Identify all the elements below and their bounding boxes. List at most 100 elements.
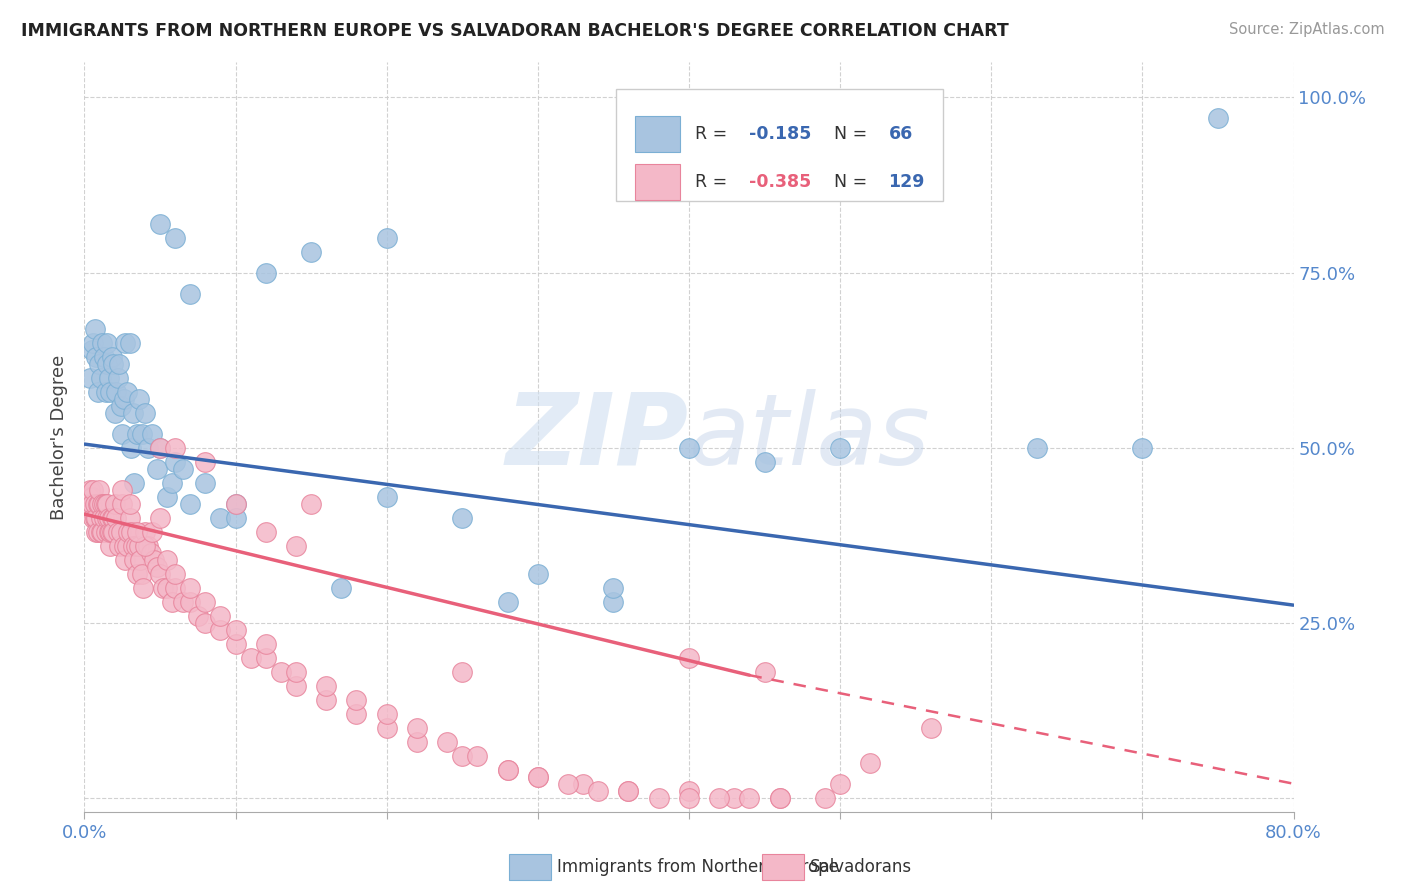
Point bbox=[588, 783, 610, 797]
Point bbox=[110, 399, 132, 413]
Point bbox=[209, 623, 232, 637]
Point bbox=[225, 497, 247, 511]
Point bbox=[118, 335, 141, 350]
Point bbox=[738, 790, 761, 805]
Point bbox=[165, 441, 187, 455]
Point bbox=[172, 594, 194, 608]
Point bbox=[125, 539, 148, 553]
Point bbox=[315, 692, 337, 706]
Point bbox=[165, 230, 187, 244]
Point bbox=[239, 650, 262, 665]
Point bbox=[84, 510, 107, 524]
Point bbox=[149, 441, 172, 455]
Point bbox=[179, 594, 201, 608]
Point bbox=[754, 454, 776, 468]
Point bbox=[156, 581, 179, 595]
Bar bbox=[634, 163, 681, 200]
Point bbox=[121, 539, 143, 553]
Point bbox=[114, 335, 136, 350]
Point bbox=[93, 510, 115, 524]
Point bbox=[346, 706, 368, 721]
Point bbox=[299, 497, 322, 511]
Point bbox=[94, 524, 117, 539]
Point bbox=[94, 384, 117, 399]
Point bbox=[122, 475, 145, 490]
Point bbox=[678, 783, 700, 797]
Point bbox=[572, 777, 595, 791]
Point bbox=[678, 650, 700, 665]
Text: ZIP: ZIP bbox=[506, 389, 689, 485]
Point bbox=[436, 734, 458, 748]
Point bbox=[120, 441, 142, 455]
Point bbox=[87, 524, 110, 539]
Point bbox=[1025, 441, 1047, 455]
Point bbox=[346, 692, 368, 706]
Text: -0.185: -0.185 bbox=[749, 126, 811, 144]
Point bbox=[299, 244, 322, 259]
Point bbox=[132, 581, 155, 595]
Point bbox=[330, 581, 353, 595]
Point bbox=[172, 461, 194, 475]
Point bbox=[98, 524, 121, 539]
Point bbox=[754, 665, 776, 679]
Point bbox=[160, 475, 183, 490]
Point bbox=[152, 581, 174, 595]
FancyBboxPatch shape bbox=[616, 88, 943, 201]
Point bbox=[225, 497, 247, 511]
Text: atlas: atlas bbox=[689, 389, 931, 485]
Text: 66: 66 bbox=[889, 126, 912, 144]
Point bbox=[86, 524, 108, 539]
Point bbox=[165, 566, 187, 581]
Point bbox=[134, 539, 156, 553]
Point bbox=[82, 483, 104, 497]
Point bbox=[194, 615, 217, 630]
Point bbox=[80, 497, 103, 511]
Point bbox=[165, 581, 187, 595]
Point bbox=[100, 524, 122, 539]
Point bbox=[122, 552, 145, 566]
Text: Immigrants from Northern Europe: Immigrants from Northern Europe bbox=[557, 858, 838, 876]
Point bbox=[87, 384, 110, 399]
Point bbox=[254, 650, 277, 665]
Point bbox=[451, 510, 474, 524]
Point bbox=[1130, 441, 1153, 455]
Point bbox=[108, 357, 131, 371]
Point bbox=[254, 524, 277, 539]
Point bbox=[77, 490, 100, 504]
Point bbox=[105, 384, 128, 399]
Point bbox=[108, 539, 131, 553]
Point bbox=[602, 581, 624, 595]
Text: Salvadorans: Salvadorans bbox=[810, 858, 912, 876]
Point bbox=[156, 552, 179, 566]
Point bbox=[527, 770, 550, 784]
Point bbox=[121, 406, 143, 420]
Point bbox=[91, 335, 114, 350]
Point bbox=[179, 581, 201, 595]
Point bbox=[114, 552, 136, 566]
Point bbox=[406, 734, 429, 748]
Point bbox=[920, 721, 942, 735]
Point bbox=[127, 566, 149, 581]
Point bbox=[79, 483, 101, 497]
Point bbox=[90, 370, 112, 384]
Point bbox=[209, 510, 232, 524]
Point bbox=[617, 783, 640, 797]
Point bbox=[96, 357, 118, 371]
Point bbox=[146, 559, 169, 574]
Point bbox=[1206, 112, 1229, 126]
Point bbox=[769, 790, 792, 805]
Point bbox=[160, 594, 183, 608]
Point bbox=[194, 454, 217, 468]
Point bbox=[89, 483, 111, 497]
Point bbox=[209, 608, 232, 623]
Point bbox=[179, 497, 201, 511]
Point bbox=[602, 594, 624, 608]
Point bbox=[107, 524, 129, 539]
Point bbox=[94, 497, 117, 511]
Point bbox=[149, 566, 172, 581]
Point bbox=[115, 384, 138, 399]
Point bbox=[194, 475, 217, 490]
Point bbox=[179, 286, 201, 301]
Point bbox=[79, 370, 101, 384]
Point bbox=[375, 490, 398, 504]
